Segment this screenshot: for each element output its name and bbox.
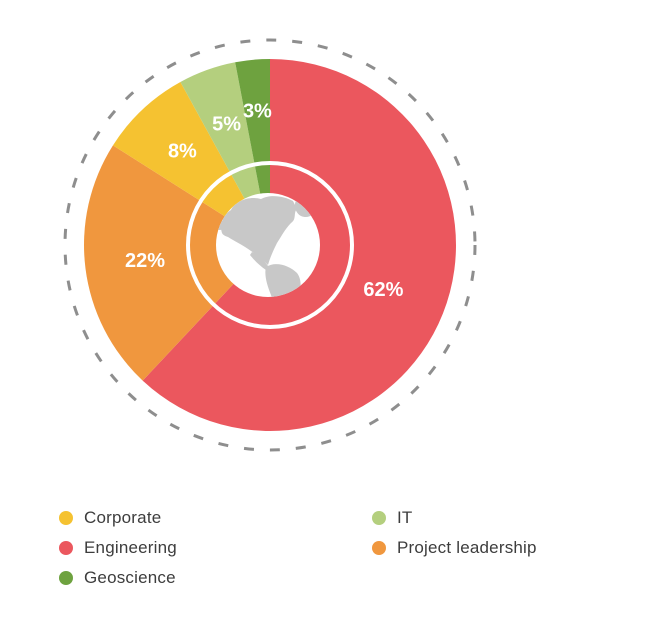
- legend-item-corporate: Corporate: [59, 503, 372, 533]
- globe-arctic-islands: [232, 199, 264, 216]
- globe-central-america: [250, 252, 268, 270]
- pie-slice-project-leadership: [84, 145, 270, 381]
- legend-label-corporate: Corporate: [84, 508, 162, 527]
- pie-slice-corporate: [112, 82, 271, 245]
- engineering-swatch-icon: [59, 541, 73, 555]
- dashed-border-circle: [63, 38, 477, 452]
- slice-label-corporate: 8%: [168, 141, 197, 163]
- slice-label-geoscience: 3%: [243, 101, 272, 123]
- slice-label-project-leadership: 22%: [125, 250, 165, 272]
- legend-item-project-leadership: Project leadership: [372, 533, 537, 563]
- legend-column-left: Corporate Engineering Geoscience: [59, 503, 372, 593]
- legend-label-it: IT: [397, 508, 413, 527]
- legend-item-it: IT: [372, 503, 537, 533]
- it-swatch-icon: [372, 511, 386, 525]
- legend-label-project-leadership: Project leadership: [397, 538, 537, 557]
- inner-white-ring: [186, 161, 354, 329]
- geoscience-swatch-icon: [59, 571, 73, 585]
- legend-label-engineering: Engineering: [84, 538, 177, 557]
- legend-item-geoscience: Geoscience: [59, 563, 372, 593]
- globe-south-america: [265, 264, 301, 297]
- corporate-swatch-icon: [59, 511, 73, 525]
- slice-label-engineering: 62%: [363, 279, 403, 301]
- globe-icon: [216, 193, 320, 297]
- chart-legend: Corporate Engineering Geoscience IT Proj…: [59, 503, 619, 593]
- legend-column-right: IT Project leadership: [372, 503, 537, 593]
- donut-chart: 62% 22% 8% 5%3%: [63, 38, 477, 452]
- slice-labels-group: 62% 22% 8% 5%3%: [125, 101, 404, 301]
- legend-label-geoscience: Geoscience: [84, 568, 176, 587]
- slice-label-it: 5%: [212, 114, 241, 136]
- legend-item-engineering: Engineering: [59, 533, 372, 563]
- project-leadership-swatch-icon: [372, 541, 386, 555]
